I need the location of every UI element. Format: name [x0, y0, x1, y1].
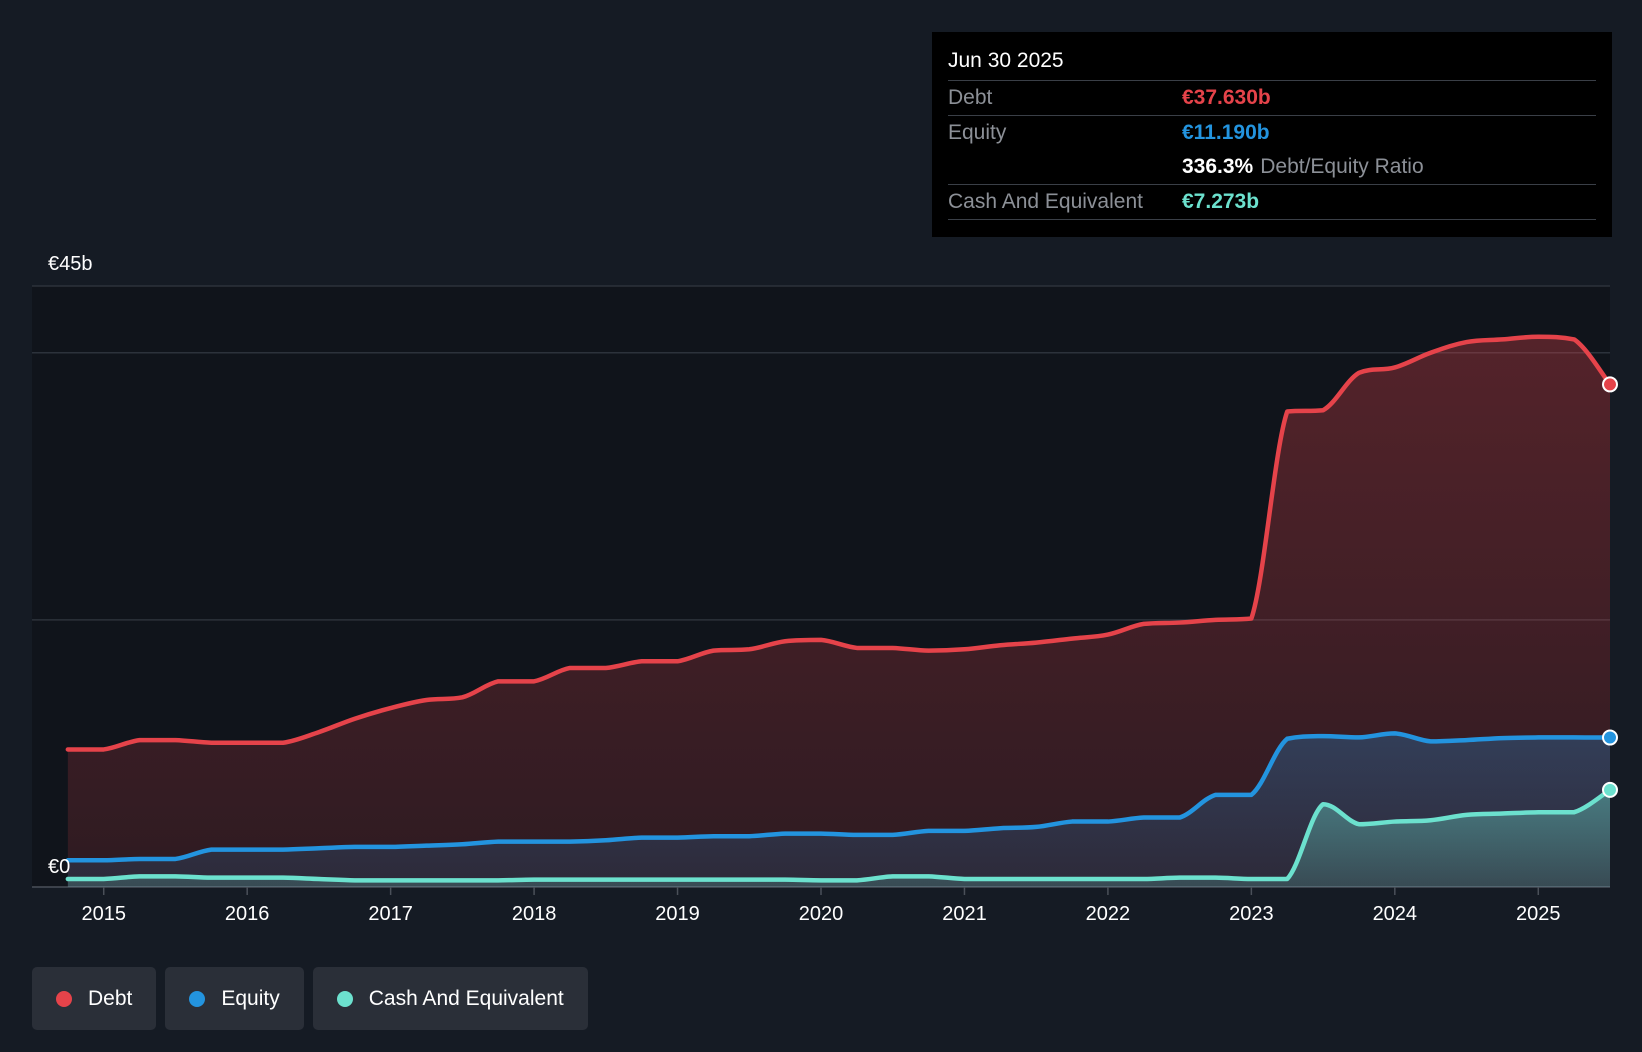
- cash-area: [67, 789, 1611, 887]
- tooltip-row-debt: Debt €37.630b: [948, 80, 1596, 115]
- legend-item-equity[interactable]: Equity: [165, 967, 304, 1030]
- tooltip-cash-value: €7.273b: [1182, 190, 1260, 213]
- cash-end-point[interactable]: [1602, 781, 1618, 798]
- tooltip-equity-label: Equity: [948, 121, 1007, 144]
- x-tick-label-2024: 2024: [1373, 903, 1418, 925]
- tooltip-date: Jun 30 2025: [948, 49, 1064, 72]
- tooltip-equity-value: €11.190b: [1182, 121, 1270, 144]
- debt-area: [67, 336, 1611, 887]
- x-tick-label-2022: 2022: [1086, 903, 1131, 925]
- legend-item-debt[interactable]: Debt: [32, 967, 157, 1030]
- legend-equity-label: Equity: [221, 986, 280, 1010]
- x-tick-label-2015: 2015: [81, 903, 126, 925]
- x-tick-label-2020: 2020: [799, 903, 844, 925]
- tooltip-debt-label: Debt: [948, 86, 993, 109]
- tooltip-panel: Jun 30 2025 Debt €37.630b Equity €11.190…: [932, 32, 1612, 237]
- x-tick-label-2023: 2023: [1229, 903, 1274, 925]
- x-tick-label-2018: 2018: [512, 903, 557, 925]
- debt-end-point[interactable]: [1602, 376, 1618, 393]
- debt-dot-icon: [56, 990, 72, 1007]
- tooltip-ratio-label: Debt/Equity Ratio: [1260, 155, 1424, 178]
- y-tick-label-max: €45b: [48, 253, 93, 275]
- cash-dot-icon: [336, 990, 353, 1007]
- legend-item-cash[interactable]: Cash And Equivalent: [312, 967, 588, 1030]
- tooltip-row-equity: Equity €11.190b: [948, 115, 1596, 150]
- tooltip-row-ratio: 336.3% Debt/Equity Ratio: [948, 150, 1596, 184]
- tooltip-ratio-value: 336.3%: [1182, 155, 1254, 178]
- legend: Debt Equity Cash And Equivalent: [32, 967, 597, 1030]
- tooltip-debt-value: €37.630b: [1182, 86, 1271, 109]
- legend-debt-label: Debt: [88, 986, 133, 1010]
- equity-area: [67, 733, 1611, 887]
- x-tick-label-2021: 2021: [942, 903, 987, 925]
- equity-end-point[interactable]: [1602, 729, 1618, 746]
- x-tick-label-2025: 2025: [1516, 903, 1561, 925]
- tooltip-cash-label: Cash And Equivalent: [948, 190, 1143, 213]
- x-tick-label-2017: 2017: [368, 903, 413, 925]
- equity-series-line: [65, 731, 1613, 863]
- tooltip-row-cash: Cash And Equivalent €7.273b: [948, 184, 1596, 220]
- equity-dot-icon: [189, 990, 206, 1007]
- y-tick-label-zero: €0: [48, 856, 70, 878]
- legend-cash-label: Cash And Equivalent: [368, 986, 564, 1010]
- x-tick-label-2019: 2019: [655, 903, 700, 925]
- debt-series-line: [65, 334, 1613, 752]
- cash-series-line: [65, 787, 1613, 883]
- x-tick-label-2016: 2016: [225, 903, 270, 925]
